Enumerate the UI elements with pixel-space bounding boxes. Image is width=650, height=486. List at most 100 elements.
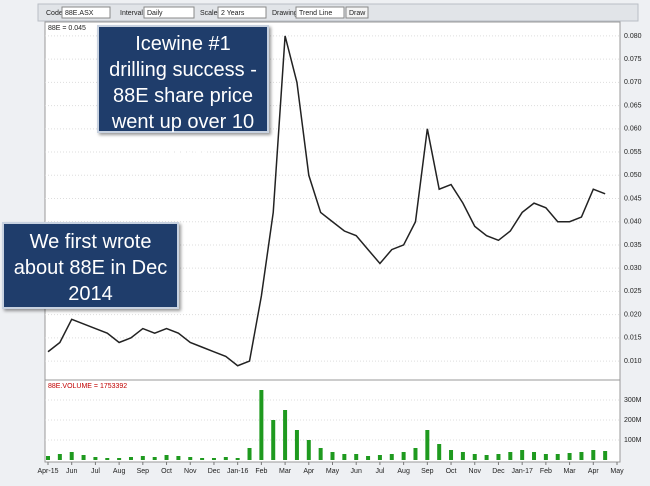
volume-bar: [437, 444, 442, 460]
volume-bar: [271, 420, 276, 460]
code-input[interactable]: [61, 6, 111, 19]
y-tick-label: 0.045: [624, 195, 642, 202]
volume-bar: [200, 458, 205, 460]
code-value: 88E.ASX: [65, 10, 94, 17]
volume-bar: [294, 430, 299, 460]
volume-bar: [117, 458, 122, 460]
volume-bar: [57, 454, 62, 460]
y-tick-label: 0.075: [624, 56, 642, 63]
legend-label: 88E = 0.045: [48, 25, 86, 32]
y-tick-label: 0.065: [624, 102, 642, 109]
y-tick-label: 0.020: [624, 311, 642, 318]
x-tick-label: Jul: [375, 468, 384, 475]
annotation: We first wrote about 88E in Dec 2014: [2, 222, 179, 309]
x-tick-label: Nov: [184, 468, 197, 475]
volume-bar: [188, 457, 193, 460]
y-tick-label: 0.025: [624, 288, 642, 295]
volume-bar: [164, 455, 169, 460]
y-tick-label: 0.055: [624, 149, 642, 156]
y-tick-label: 0.035: [624, 242, 642, 249]
volume-bar: [460, 452, 465, 460]
x-tick-label: Dec: [492, 468, 505, 475]
volume-bar: [401, 452, 406, 460]
x-tick-label: Oct: [161, 468, 172, 475]
volume-bar: [259, 390, 264, 460]
x-tick-label: Jun: [66, 468, 77, 475]
y-tick-label: 0.030: [624, 265, 642, 272]
x-tick-label: Jan-16: [227, 468, 249, 475]
volume-bar: [247, 448, 252, 460]
x-tick-label: Jan-17: [511, 468, 533, 475]
volume-bar: [496, 454, 501, 460]
drawing-value: Trend Line: [299, 10, 332, 17]
interval-label: Interval: [120, 10, 143, 17]
volume-bar: [306, 440, 311, 460]
x-tick-label: Mar: [279, 468, 292, 475]
x-tick-label: Apr: [588, 468, 600, 475]
draw-button[interactable]: [345, 6, 369, 19]
price-line: [47, 35, 606, 367]
x-tick-label: Oct: [446, 468, 457, 475]
volume-bar: [413, 448, 418, 460]
y-tick-label: 0.040: [624, 219, 642, 226]
volume-bar: [354, 454, 359, 460]
annotation: Icewine #1 drilling success - 88E share …: [97, 25, 269, 159]
y2-tick-label: 200M: [624, 417, 642, 424]
volume-bar: [81, 455, 86, 460]
x-tick-label: Aug: [113, 468, 126, 475]
scale-select[interactable]: [217, 6, 267, 19]
volume-bar: [508, 452, 513, 460]
interval-select[interactable]: [143, 6, 195, 19]
scale-value: 2 Years: [221, 10, 245, 17]
x-tick-label: Jun: [351, 468, 362, 475]
volume-label: 88E.VOLUME = 1753392: [48, 383, 127, 390]
volume-bar: [532, 452, 537, 460]
volume-bar: [366, 456, 371, 460]
x-tick-label: Nov: [469, 468, 482, 475]
x-tick-label: Dec: [208, 468, 221, 475]
y-tick-label: 0.010: [624, 358, 642, 365]
scale-label: Scale: [200, 10, 218, 17]
volume-bar: [140, 456, 145, 460]
volume-bar: [472, 454, 477, 460]
interval-value: Daily: [147, 10, 163, 17]
volume-bar: [425, 430, 430, 460]
y-tick-label: 0.070: [624, 79, 642, 86]
volume-bar: [591, 450, 596, 460]
volume-bar: [318, 448, 323, 460]
volume-bar: [567, 453, 572, 460]
drawing-select[interactable]: [295, 6, 345, 19]
volume-bar: [449, 450, 454, 460]
volume-bar: [223, 457, 228, 460]
volume-bar: [543, 454, 548, 460]
x-tick-label: Feb: [540, 468, 552, 475]
x-tick-label: Sep: [137, 468, 150, 475]
volume-bar: [93, 457, 98, 460]
y-tick-label: 0.080: [624, 33, 642, 40]
x-tick-label: Apr-15: [37, 468, 58, 475]
volume-bar: [211, 458, 216, 460]
volume-bar: [579, 452, 584, 460]
volume-bar: [105, 458, 110, 460]
volume-bar: [152, 457, 157, 460]
drawing-label: Drawing: [272, 10, 298, 17]
volume-bar: [377, 455, 382, 460]
x-tick-label: Feb: [255, 468, 267, 475]
draw-button-label: Draw: [349, 10, 366, 17]
volume-bar: [330, 452, 335, 460]
x-tick-label: Sep: [421, 468, 434, 475]
volume-bar: [342, 454, 347, 460]
volume-bar: [128, 457, 133, 460]
x-tick-label: Jul: [91, 468, 100, 475]
code-label: Code: [46, 10, 63, 17]
volume-bar: [69, 452, 74, 460]
volume-bar: [520, 450, 525, 460]
x-tick-label: Apr: [303, 468, 315, 475]
volume-bar: [603, 451, 608, 460]
volume-bar: [176, 456, 181, 460]
x-tick-label: Aug: [397, 468, 410, 475]
y-tick-label: 0.015: [624, 335, 642, 342]
volume-bar: [389, 454, 394, 460]
x-tick-label: Mar: [564, 468, 577, 475]
